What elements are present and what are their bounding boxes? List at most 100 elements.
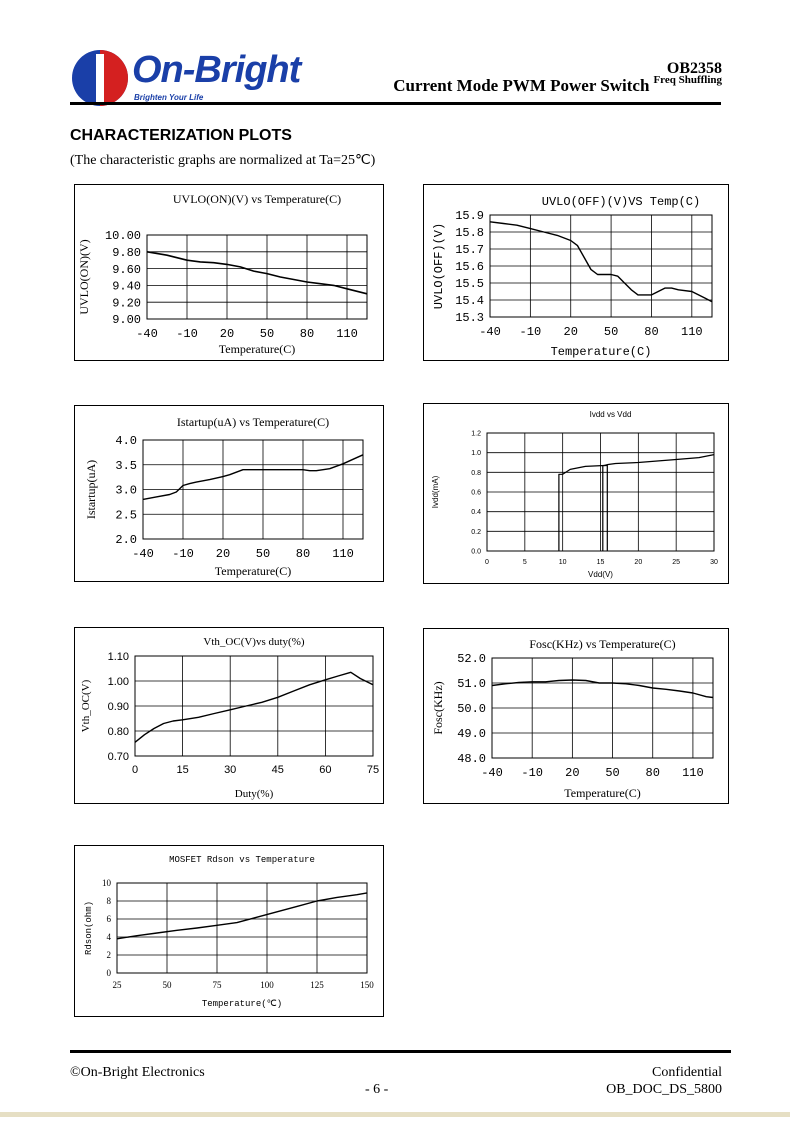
y-tick-label: 15.6	[455, 260, 484, 274]
x-tick-label: 110	[336, 327, 358, 341]
y-tick-label: 15.5	[455, 277, 484, 291]
y-axis-label: Rdson(ohm)	[84, 901, 94, 955]
y-axis-label: Ivdd(mA)	[431, 475, 440, 508]
y-tick-label: 2	[107, 950, 112, 960]
x-tick-label: 50	[163, 980, 173, 990]
y-tick-label: 15.4	[455, 294, 484, 308]
x-tick-label: 15	[176, 764, 188, 776]
section-note: (The characteristic graphs are normalize…	[70, 153, 376, 168]
chart-ivdd-plot: 0 5 10 15 20 25 30 0.0 0.2 0.4 0.6 0.8 1.0 1.2 Ivdd vs…	[431, 410, 718, 579]
x-axis-label: Duty(%)	[235, 788, 274, 800]
y-tick-label: 1.00	[108, 676, 129, 688]
y-tick-label: 49.0	[457, 727, 486, 741]
y-tick-label: 9.20	[112, 296, 141, 310]
x-tick-label: 80	[646, 766, 660, 780]
x-tick-label: 75	[367, 764, 379, 776]
y-tick-label: 2.0	[115, 533, 137, 547]
x-tick-label: 80	[296, 547, 310, 561]
x-tick-label: 0	[485, 559, 489, 566]
footer-company: ©On-Bright Electronics	[70, 1065, 205, 1080]
x-tick-label: 30	[224, 764, 236, 776]
logo-tagline: Brighten Your Life	[134, 93, 204, 102]
y-tick-label: 1.2	[471, 430, 481, 437]
y-tick-label: 9.40	[112, 280, 141, 294]
y-tick-label: 48.0	[457, 752, 486, 766]
y-tick-label: 0.4	[471, 509, 481, 516]
y-tick-label: 0.90	[108, 701, 129, 713]
chart-vth-oc: 0 15 30 45 60 75 0.70 0.80 0.90 1.00 1.10 Vth_OC(V)…	[74, 627, 384, 804]
x-tick-label: 50	[605, 766, 619, 780]
x-tick-label: 60	[319, 764, 331, 776]
x-tick-label: -40	[136, 327, 158, 341]
x-axis-label: Temperature(C)	[215, 564, 291, 578]
chart-title: Vth_OC(V)vs duty(%)	[203, 636, 304, 648]
plot-area	[116, 882, 368, 974]
x-tick-label: 30	[710, 559, 718, 566]
section-title: CHARACTERIZATION PLOTS	[70, 127, 292, 144]
chart-uvlo-on-plot: -40 -10 20 50 80 110 9.00 9.20 9.40 9.60 9.80 10.00…	[77, 192, 368, 356]
y-tick-label: 0.8	[471, 470, 481, 477]
x-axis-label: Temperature(℃)	[202, 999, 282, 1009]
y-tick-label: 2.5	[115, 508, 137, 522]
y-tick-label: 10	[102, 878, 112, 888]
footer-page-number: - 6 -	[365, 1082, 389, 1097]
x-tick-label: 20	[216, 547, 230, 561]
y-axis-label: Vth_OC(V)	[80, 679, 92, 732]
x-tick-label: 100	[260, 980, 274, 990]
y-tick-label: 1.10	[108, 651, 129, 663]
chart-rdson-plot: 25 50 75 100 125 150 0 2 4 6 8 10 MOSFET Rdson vs Te…	[84, 855, 374, 1009]
series-line-2	[602, 464, 608, 551]
x-axis-label: Temperature(C)	[551, 345, 652, 359]
y-axis-label: Istartup(uA)	[84, 460, 98, 519]
x-tick-label: 75	[213, 980, 223, 990]
x-tick-label: 5	[523, 559, 527, 566]
footer-rule	[70, 1050, 731, 1053]
y-tick-label: 15.8	[455, 226, 484, 240]
y-tick-label: 9.00	[112, 313, 141, 327]
y-tick-label: 52.0	[457, 652, 486, 666]
x-tick-label: 110	[682, 766, 704, 780]
chart-ivdd: 0 5 10 15 20 25 30 0.0 0.2 0.4 0.6 0.8 1.0 1.2 Ivdd vs…	[423, 403, 729, 584]
chart-title: Fosc(KHz) vs Temperature(C)	[529, 637, 675, 651]
chart-uvlo-on: -40 -10 20 50 80 110 9.00 9.20 9.40 9.60 9.80 10.00…	[74, 184, 384, 361]
chart-istartup-plot: -40 -10 20 50 80 110 2.0 2.5 3.0 3.5 4.0 Istartup(u…	[84, 415, 364, 578]
x-tick-label: -40	[479, 325, 501, 339]
x-tick-label: 25	[672, 559, 680, 566]
x-tick-label: 0	[132, 764, 138, 776]
chart-title: MOSFET Rdson vs Temperature	[169, 855, 315, 865]
y-tick-label: 3.0	[115, 484, 137, 498]
series-line-1	[489, 221, 713, 303]
y-tick-label: 1.0	[471, 450, 481, 457]
y-tick-label: 9.60	[112, 263, 141, 277]
series-line-1	[558, 454, 715, 551]
x-tick-label: 20	[220, 327, 234, 341]
y-tick-label: 0.80	[108, 726, 129, 738]
series-line-1	[146, 251, 368, 295]
y-axis-label: Fosc(KHz)	[431, 681, 445, 734]
x-tick-label: 45	[272, 764, 284, 776]
plot-area	[486, 432, 715, 552]
header-title-group: Current Mode PWM Power Switch Freq Shuff…	[393, 74, 722, 96]
logo: On-Bright Brighten Your Life	[70, 48, 301, 108]
y-tick-label: 15.9	[455, 209, 484, 223]
chart-title: UVLO(OFF)(V)VS Temp(C)	[542, 195, 700, 209]
logo-emblem-icon	[72, 50, 128, 106]
x-tick-label: 80	[300, 327, 314, 341]
x-axis-label: Vdd(V)	[588, 570, 613, 579]
series-line-1	[142, 454, 364, 501]
y-tick-label: 8	[107, 896, 112, 906]
x-tick-label: -40	[481, 766, 503, 780]
x-tick-label: 110	[681, 325, 703, 339]
x-tick-label: 125	[310, 980, 324, 990]
chart-vth-oc-plot: 0 15 30 45 60 75 0.70 0.80 0.90 1.00 1.10 Vth_OC(V)…	[80, 636, 379, 800]
bottom-border	[0, 1112, 790, 1117]
chart-istartup: -40 -10 20 50 80 110 2.0 2.5 3.0 3.5 4.0 Istartup(u…	[74, 405, 384, 582]
plot-area	[491, 657, 714, 759]
series-line-1	[491, 679, 714, 699]
x-tick-label: 150	[360, 980, 374, 990]
y-tick-label: 50.0	[457, 702, 486, 716]
footer-confidential: Confidential	[652, 1065, 722, 1080]
plot-area	[489, 214, 713, 318]
x-tick-label: 20	[634, 559, 642, 566]
y-tick-label: 0.0	[471, 548, 481, 555]
